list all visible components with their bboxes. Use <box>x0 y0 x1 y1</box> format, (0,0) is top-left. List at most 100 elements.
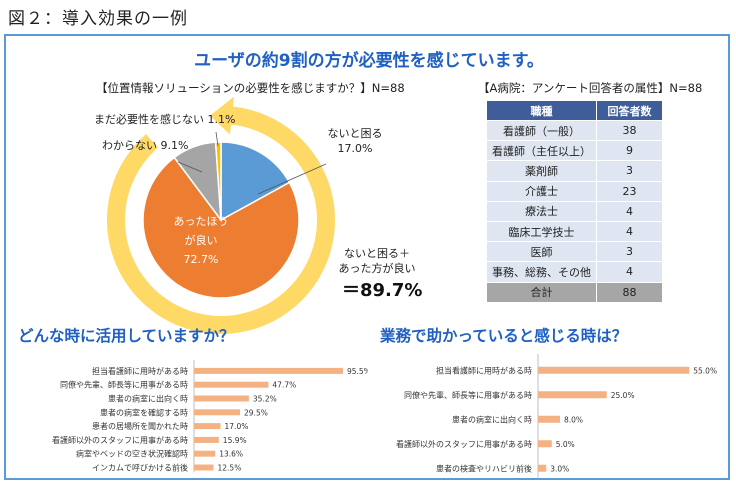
pie-label-unknown-name: わからない <box>102 139 157 152</box>
total-label-cell: 合計 <box>486 281 597 303</box>
occupation-cell: 療法士 <box>486 200 597 222</box>
headline: ユーザの約9割の方が必要性を感じています。 <box>194 51 544 71</box>
respondents-cell: 23 <box>596 180 663 202</box>
attribute-row: 介護士 23 <box>486 180 663 202</box>
respondents-cell: 3 <box>596 241 663 263</box>
pie-label-unneeded: まだ必要性を感じない 1.1% <box>94 112 235 127</box>
helpful-bar-chart: 担当看護師に用時がある時 55.0% 同僚や先輩、師長等に用事がある時 25.0% 患者… <box>396 354 717 479</box>
bar-category-label: 患者の検査やリハビリ前後 <box>436 463 532 473</box>
bar-category-label: 患者の病室に出向く時 <box>108 394 188 404</box>
occupation-cell: 臨床工学技士 <box>486 220 597 243</box>
bar <box>194 436 219 443</box>
figure-caption: 図２：導入効果の一例 <box>8 9 188 29</box>
bar-value-label: 5.0% <box>556 440 575 449</box>
bar-value-label: 13.6% <box>219 450 243 459</box>
attribute-table-header: 職種 回答者数 <box>486 100 663 121</box>
attribute-total-row: 合計 88 <box>486 281 663 303</box>
attribute-row: 療法士 4 <box>486 200 663 222</box>
bar <box>538 440 552 448</box>
pie-label-better-line2: が良い <box>184 234 218 247</box>
occupation-cell: 事務、総務、その他 <box>486 261 597 283</box>
bar <box>538 464 547 472</box>
leader-needed <box>257 163 327 195</box>
occupation-cell: 看護師（主任以上） <box>486 140 597 162</box>
respondents-cell: 4 <box>596 200 663 222</box>
combined-label-line2: あった方が良い <box>338 262 416 275</box>
bar-value-label: 8.0% <box>564 415 583 424</box>
helpful-chart-title: 業務で助かっていると感じる時は？ <box>380 327 628 345</box>
bar-value-label: 3.0% <box>550 464 569 473</box>
bar <box>538 391 607 399</box>
bar-category-label: 同僚や先輩、師長等に用事がある時 <box>60 380 188 390</box>
bar-category-label: インカムで呼びかける前後 <box>92 463 188 473</box>
bar-category-label: 担当看護師に用時がある時 <box>436 365 532 375</box>
attribute-row: 臨床工学技士 4 <box>486 220 663 243</box>
attribute-row: 看護師（一般） 38 <box>486 119 663 142</box>
combined-value: ＝89.7% <box>342 280 423 301</box>
bar-category-label: 患者の病室に出向く時 <box>452 414 532 424</box>
usage-bar-chart: 担当看護師に用時がある時 95.5% 同僚や先輩、師長等に用事がある時 47.7% 患者… <box>52 360 368 473</box>
bar-value-label: 35.2% <box>253 395 277 404</box>
bar-category-label: 看護師以外のスタッフに用事がある時 <box>52 435 188 445</box>
bar-category-label: 患者の病室を確認する時 <box>100 407 188 417</box>
results-panel: ユーザの約9割の方が必要性を感じています。 【位置情報ソリューションの必要性を感… <box>4 34 730 480</box>
respondents-cell: 3 <box>596 160 663 182</box>
bar <box>538 366 690 374</box>
combined-label: ないと困る＋ あった方が良い <box>332 246 422 276</box>
bar <box>538 415 560 423</box>
bar-category-label: 担当看護師に用時がある時 <box>92 366 188 376</box>
pie-label-needed-value: 17.0% <box>337 142 373 155</box>
bar-value-label: 29.5% <box>244 408 268 417</box>
pie-label-better-value: 72.7% <box>183 253 219 266</box>
attribute-row: 事務、総務、その他 4 <box>486 261 663 283</box>
outer-ring-arrowhead <box>210 96 234 135</box>
bar <box>194 395 249 402</box>
bar-category-label: 患者の居場所を聞かれた時 <box>92 421 188 431</box>
attribute-row: 看護師（主任以上） 9 <box>486 140 663 162</box>
bar <box>194 367 343 374</box>
pie-label-needed-name: ないと困る <box>327 127 383 140</box>
attribute-row: 薬剤師 3 <box>486 160 663 182</box>
bar <box>194 423 221 430</box>
pie-slice-0 <box>220 141 291 222</box>
header-occupation: 職種 <box>486 100 597 121</box>
attribute-row: 医師 3 <box>486 241 663 263</box>
pie-label-better: あったほう が良い 72.7% <box>156 212 246 269</box>
pie-slice-3 <box>214 141 222 221</box>
bar-category-label: 同僚や先輩、師長等に用事がある時 <box>404 390 532 400</box>
respondents-cell: 38 <box>596 119 663 142</box>
pie-label-better-line1: あったほう <box>173 215 229 228</box>
occupation-cell: 医師 <box>486 241 597 263</box>
attribute-table-body: 看護師（一般） 38 看護師（主任以上） 9 薬剤師 3 介護士 23 療法士 4 臨床工学技士 4 医… <box>486 119 663 303</box>
bar-value-label: 15.9% <box>223 436 247 445</box>
bar-value-label: 12.5% <box>218 464 242 473</box>
pie-label-unknown-value: 9.1% <box>160 139 189 152</box>
pie-label-needed: ないと困る 17.0% <box>320 126 390 156</box>
leader-unknown <box>177 161 203 173</box>
respondents-cell: 4 <box>596 220 663 243</box>
pie-question-title: 【位置情報ソリューションの必要性を感じますか？】N=88 <box>96 81 405 95</box>
header-respondents: 回答者数 <box>596 100 663 121</box>
total-value-cell: 88 <box>596 281 663 303</box>
bar-category-label: 病室やベッドの空き状況確認時 <box>76 449 188 459</box>
attribute-table: 職種 回答者数 看護師（一般） 38 看護師（主任以上） 9 薬剤師 3 介護士 23 療法士 4… <box>486 100 663 303</box>
attribute-table-title: 【A病院：アンケート回答者の属性】N=88 <box>478 81 703 95</box>
bar-value-label: 95.5% <box>347 367 368 376</box>
combined-label-line1: ないと困る＋ <box>344 247 410 260</box>
bar <box>194 450 216 457</box>
occupation-cell: 介護士 <box>486 180 597 202</box>
bar-value-label: 17.0% <box>225 422 249 431</box>
leader-unneeded <box>215 131 219 147</box>
pie-label-unneeded-name: まだ必要性を感じない <box>94 113 204 126</box>
respondents-cell: 9 <box>596 140 663 162</box>
pie-label-unknown: わからない 9.1% <box>102 138 188 153</box>
occupation-cell: 薬剤師 <box>486 160 597 182</box>
usage-chart-title: どんな時に活用していますか？ <box>18 327 235 345</box>
bar-value-label: 25.0% <box>611 391 635 400</box>
respondents-cell: 4 <box>596 261 663 283</box>
bar-value-label: 47.7% <box>272 381 296 390</box>
pie-chart <box>106 96 335 334</box>
bar <box>194 409 241 416</box>
bar-value-label: 55.0% <box>693 366 717 375</box>
pie-slice-1 <box>142 156 300 299</box>
